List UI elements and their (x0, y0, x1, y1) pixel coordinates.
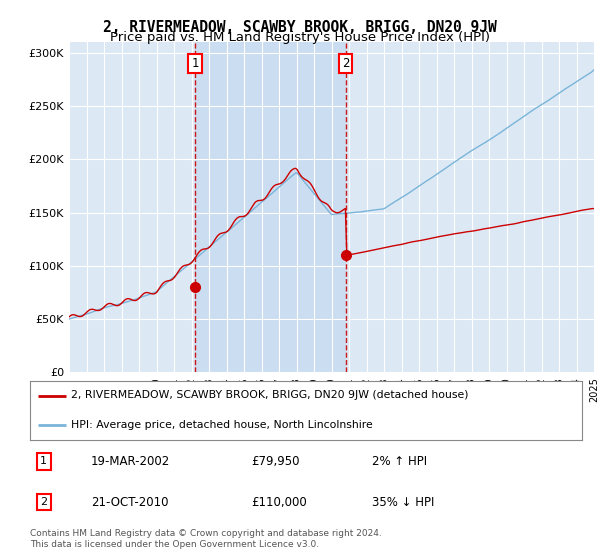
Text: HPI: Average price, detached house, North Lincolnshire: HPI: Average price, detached house, Nort… (71, 420, 373, 430)
Text: 2: 2 (342, 57, 349, 70)
Text: 2% ↑ HPI: 2% ↑ HPI (372, 455, 427, 468)
Bar (195, 42, 346, 372)
Text: 21-OCT-2010: 21-OCT-2010 (91, 496, 168, 508)
Text: 2: 2 (40, 497, 47, 507)
Text: 1: 1 (40, 456, 47, 466)
Text: 1: 1 (191, 57, 199, 70)
Text: 35% ↓ HPI: 35% ↓ HPI (372, 496, 434, 508)
Text: 2, RIVERMEADOW, SCAWBY BROOK, BRIGG, DN20 9JW: 2, RIVERMEADOW, SCAWBY BROOK, BRIGG, DN2… (103, 20, 497, 35)
Text: £110,000: £110,000 (251, 496, 307, 508)
Text: 19-MAR-2002: 19-MAR-2002 (91, 455, 170, 468)
Text: Price paid vs. HM Land Registry's House Price Index (HPI): Price paid vs. HM Land Registry's House … (110, 31, 490, 44)
Text: 2, RIVERMEADOW, SCAWBY BROOK, BRIGG, DN20 9JW (detached house): 2, RIVERMEADOW, SCAWBY BROOK, BRIGG, DN2… (71, 390, 469, 400)
Text: Contains HM Land Registry data © Crown copyright and database right 2024.
This d: Contains HM Land Registry data © Crown c… (30, 529, 382, 549)
Text: £79,950: £79,950 (251, 455, 299, 468)
